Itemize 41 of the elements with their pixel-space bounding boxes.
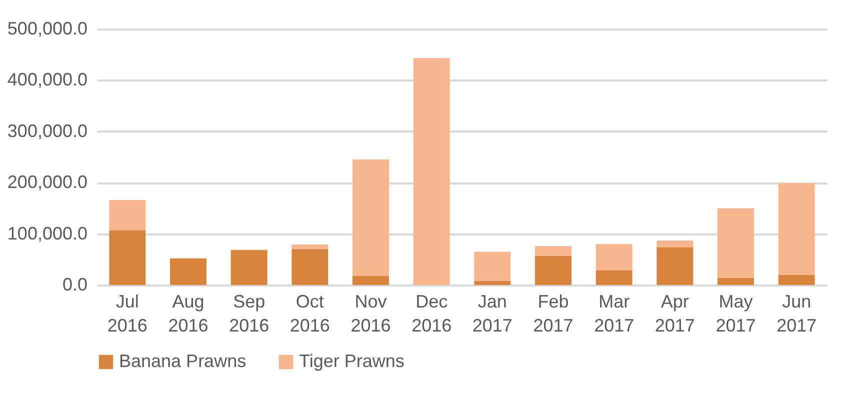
x-tick-label: Feb 2017 bbox=[533, 292, 574, 336]
y-tick-label: 0.0 bbox=[62, 274, 88, 294]
x-tick-label: Aug 2016 bbox=[168, 292, 208, 336]
bar bbox=[170, 258, 206, 285]
y-tick-label: 300,000.0 bbox=[7, 120, 88, 141]
bar bbox=[292, 249, 328, 285]
bar bbox=[718, 278, 754, 285]
x-tick-label: Jul 2016 bbox=[107, 292, 148, 336]
y-tick-label: 100,000.0 bbox=[7, 223, 88, 244]
bar bbox=[535, 256, 572, 285]
bar bbox=[292, 244, 328, 250]
bar bbox=[352, 276, 389, 285]
legend-label: Tiger Prawns bbox=[299, 351, 404, 371]
bar bbox=[656, 247, 694, 285]
bar bbox=[778, 274, 815, 285]
bar bbox=[596, 244, 632, 270]
y-tick-label: 400,000.0 bbox=[7, 70, 88, 90]
x-tick-label: Mar 2017 bbox=[594, 292, 634, 336]
bar bbox=[352, 160, 389, 276]
y-tick-label: 500,000.0 bbox=[7, 18, 88, 38]
bar bbox=[718, 208, 754, 278]
bar bbox=[596, 270, 632, 285]
bar bbox=[413, 58, 450, 285]
bar bbox=[656, 240, 694, 248]
bar bbox=[109, 230, 146, 285]
x-tick-label: Nov 2016 bbox=[350, 292, 391, 336]
x-tick-label: Sep 2016 bbox=[229, 292, 270, 336]
x-tick-label: Apr 2017 bbox=[654, 292, 695, 336]
x-tick-label: Oct 2016 bbox=[290, 292, 330, 336]
bar bbox=[230, 250, 268, 285]
bar bbox=[474, 252, 511, 281]
legend-label: Banana Prawns bbox=[119, 351, 246, 371]
x-tick-label: May 2017 bbox=[716, 292, 756, 336]
x-tick-label: Jan 2017 bbox=[472, 292, 512, 336]
bar bbox=[474, 280, 511, 285]
bar bbox=[109, 200, 146, 230]
y-tick-label: 200,000.0 bbox=[7, 172, 88, 192]
x-tick-label: Jun 2017 bbox=[776, 292, 817, 336]
bar bbox=[535, 246, 572, 256]
bar bbox=[778, 183, 815, 275]
x-tick-label: Dec 2016 bbox=[412, 292, 452, 336]
